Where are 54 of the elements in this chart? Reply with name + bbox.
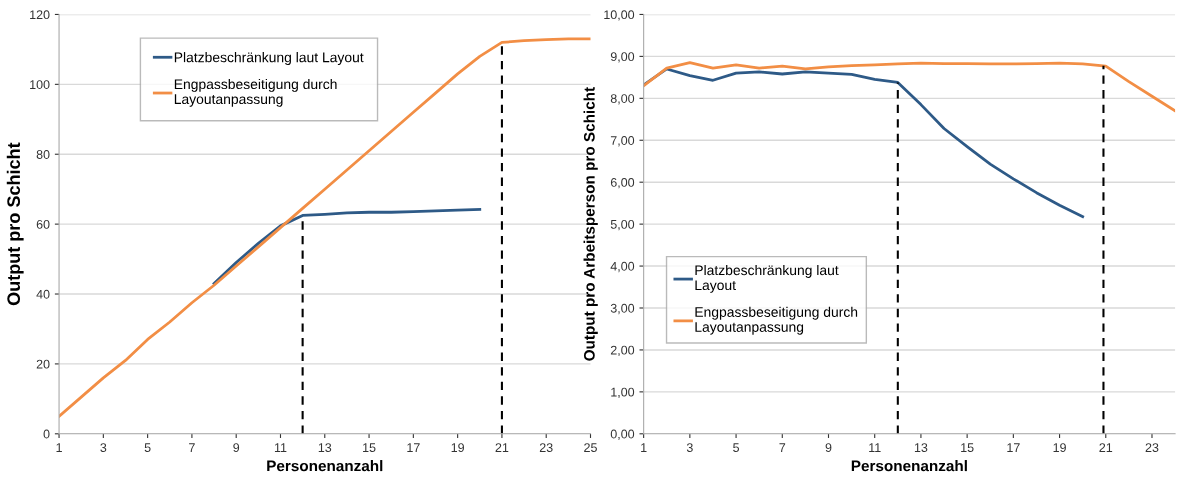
x-tick-label: 19 <box>1053 443 1066 453</box>
x-tick-label: 13 <box>318 443 332 453</box>
x-tick-label: 3 <box>100 443 107 453</box>
x-tick-label: 17 <box>407 443 420 452</box>
x-tick-label: 21 <box>495 443 509 452</box>
x-tick-label: 5 <box>733 443 740 453</box>
x-tick-label: 1 <box>641 443 647 452</box>
y-tick-label: 10,00 <box>604 10 635 21</box>
y-axis-title: Output pro Arbeitsperson pro Schicht <box>583 87 598 361</box>
y-tick-label: 100 <box>30 80 50 89</box>
x-tick-label: 7 <box>779 443 786 452</box>
y-tick-label: 5,00 <box>610 219 635 231</box>
x-axis-title: Personenanzahl <box>851 460 967 472</box>
x-tick-label: 9 <box>233 443 240 453</box>
y-tick-label: 40 <box>36 289 50 299</box>
x-tick-label: 13 <box>914 443 928 453</box>
x-tick-label: 15 <box>961 443 974 453</box>
x-tick-label: 25 <box>584 443 597 453</box>
y-tick-label: 3,00 <box>610 303 635 315</box>
line-series <box>643 67 1085 218</box>
x-tick-label: 21 <box>1099 443 1113 452</box>
y-tick-label: 60 <box>36 219 50 229</box>
x-tick-label: 3 <box>686 443 693 453</box>
legend-label: Platzbeschränkung laut Layout <box>174 52 364 66</box>
legend-label: Platzbeschränkung laut Layout <box>695 264 839 293</box>
y-axis-title: Output pro Schicht <box>6 142 24 306</box>
legend-label: Engpassbeseitigung durch Layoutanpassung <box>695 306 858 335</box>
y-tick-label: 2,00 <box>610 345 635 357</box>
x-tick-label: 23 <box>1145 443 1159 453</box>
y-tick-label: 7,00 <box>610 136 635 147</box>
line-series <box>212 208 482 285</box>
x-tick-label: 1 <box>56 443 62 452</box>
y-tick-label: 0,00 <box>610 429 635 440</box>
y-tick-label: 20 <box>36 359 50 369</box>
y-tick-label: 6,00 <box>610 178 635 189</box>
y-tick-label: 8,00 <box>610 94 635 105</box>
x-tick-label: 17 <box>1007 443 1020 452</box>
line-series <box>643 61 1176 113</box>
y-tick-label: 120 <box>30 10 50 20</box>
x-tick-label: 15 <box>363 443 376 453</box>
x-axis-title: Personenanzahl <box>267 460 383 472</box>
x-tick-label: 5 <box>144 443 151 453</box>
x-tick-label: 23 <box>539 443 553 453</box>
x-tick-label: 7 <box>189 443 195 452</box>
y-tick-label: 80 <box>36 150 50 159</box>
x-tick-label: 11 <box>274 443 287 452</box>
x-tick-label: 19 <box>451 443 464 453</box>
y-tick-label: 9,00 <box>610 52 635 63</box>
legend-label: Engpassbeseitigung durch Layoutanpassung <box>174 78 337 107</box>
y-tick-label: 1,00 <box>611 387 635 398</box>
y-tick-label: 4,00 <box>610 261 635 273</box>
x-tick-label: 11 <box>869 443 881 452</box>
y-tick-label: 0 <box>43 429 50 439</box>
x-tick-label: 9 <box>825 443 832 453</box>
